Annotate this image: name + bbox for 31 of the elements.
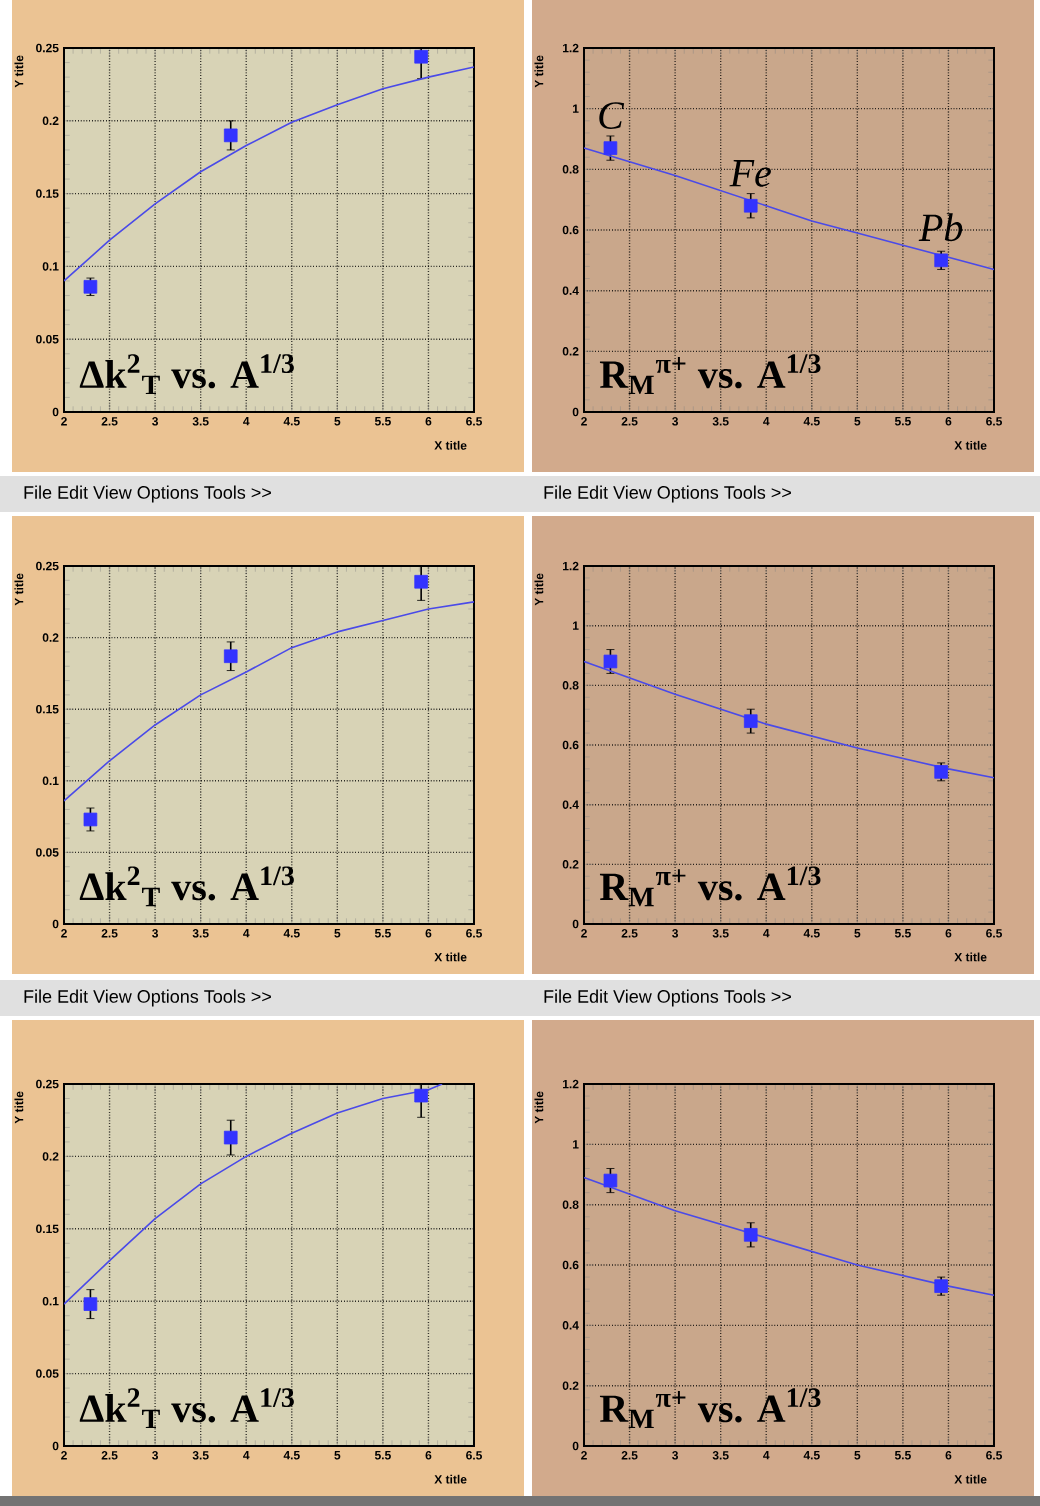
point — [743, 1228, 758, 1242]
point — [743, 198, 758, 213]
annotation: Δk$^{2}$$_{T}$ vs. A$^{1/3}$ — [79, 866, 294, 907]
line-series — [64, 1084, 443, 1305]
annotation: Pb — [918, 213, 963, 242]
point — [414, 574, 428, 589]
annotation: Δk$^{2}$$_{T}$ vs. A$^{1/3}$ — [79, 354, 294, 395]
chart-subtitle: File Edit View Options Tools >> — [544, 485, 791, 503]
line-series — [584, 1176, 995, 1296]
point — [603, 141, 618, 155]
annotation: R$_{M}$$^{π+}$ vs. A$^{1/3}$ — [599, 866, 821, 907]
annotation: R$_{M}$$^{π+}$ vs. A$^{1/3}$ — [599, 354, 821, 395]
point — [223, 649, 238, 664]
line-series — [64, 66, 474, 282]
point — [603, 654, 618, 669]
chart-subtitle: File Edit View Options Tools >> — [24, 989, 271, 1007]
point — [603, 1173, 618, 1188]
point — [83, 1297, 98, 1311]
point — [223, 1130, 238, 1145]
point — [743, 714, 758, 728]
annotation: C — [599, 102, 625, 130]
line-series — [64, 601, 474, 802]
line-series — [584, 147, 995, 271]
point — [83, 812, 98, 827]
chart-subtitle: File Edit View Options Tools >> — [24, 485, 271, 503]
chart-subtitle: File Edit View Options Tools >> — [544, 989, 791, 1007]
line-series — [584, 660, 995, 779]
annotation: Δk$^{2}$$_{T}$ vs. A$^{1/3}$ — [79, 1388, 294, 1429]
annotation: R$_{M}$$^{π+}$ vs. A$^{1/3}$ — [599, 1388, 821, 1429]
point — [223, 128, 238, 143]
annotation: Fe — [729, 160, 771, 187]
